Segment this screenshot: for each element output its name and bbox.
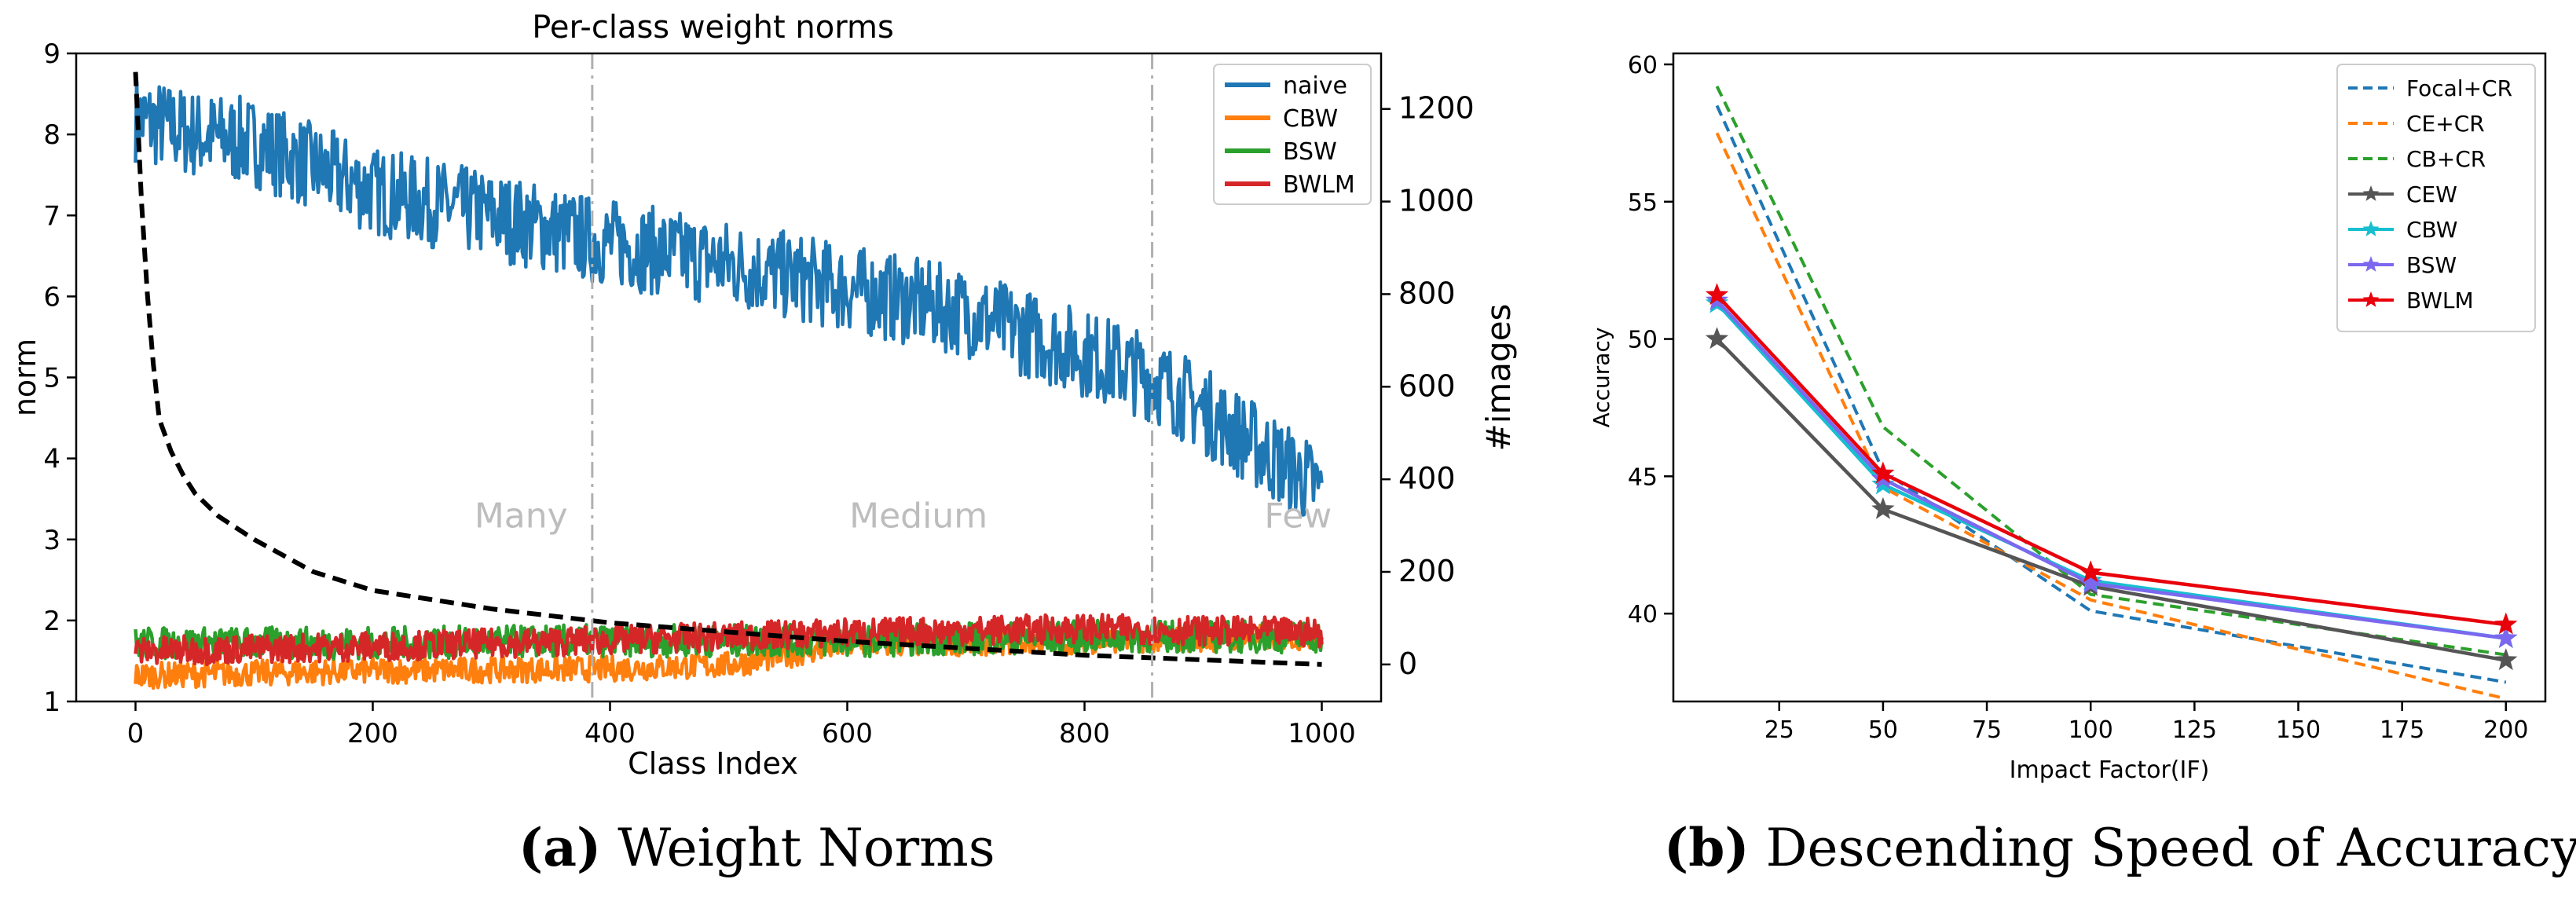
x-tick-label: 25: [1764, 716, 1794, 744]
series-line-focal-cr: [1715, 104, 2507, 684]
region-label-few: Few: [1264, 496, 1332, 536]
x-tick-label: 200: [2483, 716, 2528, 744]
data-point-bwlm: [2079, 560, 2102, 583]
y-tick-label: 2: [43, 606, 60, 637]
legend-label-bwlm: BWLM: [2406, 288, 2474, 313]
caption-a: (a) Weight Norms: [518, 817, 995, 878]
legend-label-BSW: BSW: [1283, 138, 1337, 166]
legend-label-focal-cr: Focal+CR: [2406, 75, 2512, 101]
caption-a-text: Weight Norms: [601, 818, 995, 878]
data-point-bwlm: [1705, 283, 1729, 306]
series-line-bsw: [1715, 299, 2507, 640]
data-point-cew: [1705, 327, 1729, 350]
x-tick-label: 400: [584, 718, 636, 749]
data-point-cew: [1871, 496, 1895, 519]
y-tick-label: 7: [43, 200, 60, 232]
x-tick-label: 150: [2276, 716, 2321, 744]
legend-label-ce-cr: CE+CR: [2406, 111, 2485, 137]
x-tick-label: 125: [2172, 716, 2217, 744]
y-tick-label: 9: [43, 38, 60, 70]
y-tick-label: 1: [43, 687, 60, 718]
y-tick-label: 50: [1628, 327, 1658, 354]
data-point-bsw: [2494, 626, 2518, 649]
legend-marker: [2362, 221, 2380, 236]
y2-tick-label: 0: [1398, 646, 1417, 681]
series-line-bwlm: [1715, 294, 2507, 627]
caption-b-text: Descending Speed of Accuracy: [1749, 818, 2576, 878]
legend-label-BWLM: BWLM: [1283, 171, 1355, 199]
data-point-bwlm: [2494, 612, 2518, 635]
region-label-many: Many: [475, 496, 568, 536]
x-tick-label: 175: [2380, 716, 2424, 744]
x-tick-label: 1000: [1288, 718, 1356, 749]
caption-b-letter: (b): [1664, 817, 1750, 878]
y-axis-label: norm: [8, 339, 42, 416]
data-point-bsw: [2079, 571, 2102, 594]
y-tick-label: 8: [43, 119, 60, 151]
series-line-cew: [1715, 338, 2507, 662]
y-tick-label: 6: [43, 281, 60, 313]
legend-label-CBW: CBW: [1283, 105, 1338, 133]
data-point-bwlm: [1871, 461, 1895, 484]
y2-tick-label: 400: [1398, 461, 1456, 496]
y-axis-label: Accuracy: [1588, 328, 1614, 428]
y2-tick-label: 800: [1398, 276, 1456, 310]
y2-tick-label: 200: [1398, 554, 1456, 588]
chart-descending-accuracy: 25 50 75 100 125 150 175 200 40 45 50 55 60 Impact Fa…: [1588, 52, 2547, 784]
x-tick-label: 0: [127, 718, 145, 749]
x-tick-label: 600: [822, 718, 873, 749]
caption-a-letter: (a): [518, 817, 602, 878]
legend-label-cb-cr: CB+CR: [2406, 146, 2486, 172]
y2-tick-label: 600: [1398, 368, 1456, 403]
x-tick-label: 75: [1972, 716, 2002, 744]
series-line-images: [133, 71, 1322, 667]
y-tick-label: 40: [1628, 601, 1658, 628]
legend-box: [1213, 64, 1372, 205]
region-label-medium: Medium: [849, 496, 988, 536]
y-tick-label: 5: [43, 363, 60, 394]
legend-label-bsw: BSW: [2406, 252, 2457, 278]
y-tick-label: 60: [1628, 52, 1658, 79]
caption-b: (b) Descending Speed of Accuracy: [1664, 817, 2576, 878]
legend-marker: [2362, 185, 2380, 201]
legend-label-cew: CEW: [2406, 181, 2457, 207]
y-tick-label: 3: [43, 525, 60, 556]
series-line-naive: [134, 79, 1324, 517]
y-tick-label: 55: [1628, 189, 1658, 217]
chart-weight-norms: Many Medium Few 0 200 400 600 800 1000 1 2 3 4 5 6 7 8 9 0…: [8, 9, 1518, 781]
legend-marker: [2362, 256, 2380, 272]
y2-tick-label: 1200: [1398, 91, 1475, 126]
x-axis-label: Class Index: [628, 746, 798, 781]
y2-tick-label: 1000: [1398, 184, 1475, 218]
legend-label-naive: naive: [1283, 72, 1347, 100]
x-tick-label: 50: [1868, 716, 1898, 744]
x-tick-label: 800: [1059, 718, 1110, 749]
plot-frame: [1672, 52, 2547, 703]
x-tick-label: 100: [2068, 716, 2113, 744]
x-tick-label: 200: [347, 718, 398, 749]
y-tick-label: 4: [43, 444, 60, 475]
y2-axis-label: #images: [1479, 304, 1518, 452]
y-tick-label: 45: [1628, 463, 1658, 491]
legend-label-cbw: CBW: [2406, 217, 2457, 243]
legend-marker: [2362, 291, 2380, 307]
series-line-cbw: [1715, 302, 2507, 640]
chart-title: Per-class weight norms: [532, 9, 894, 46]
series-line-ce-cr: [1715, 132, 2507, 701]
x-axis-label: Impact Factor(IF): [2010, 756, 2210, 784]
data-point-cew: [2494, 648, 2518, 671]
